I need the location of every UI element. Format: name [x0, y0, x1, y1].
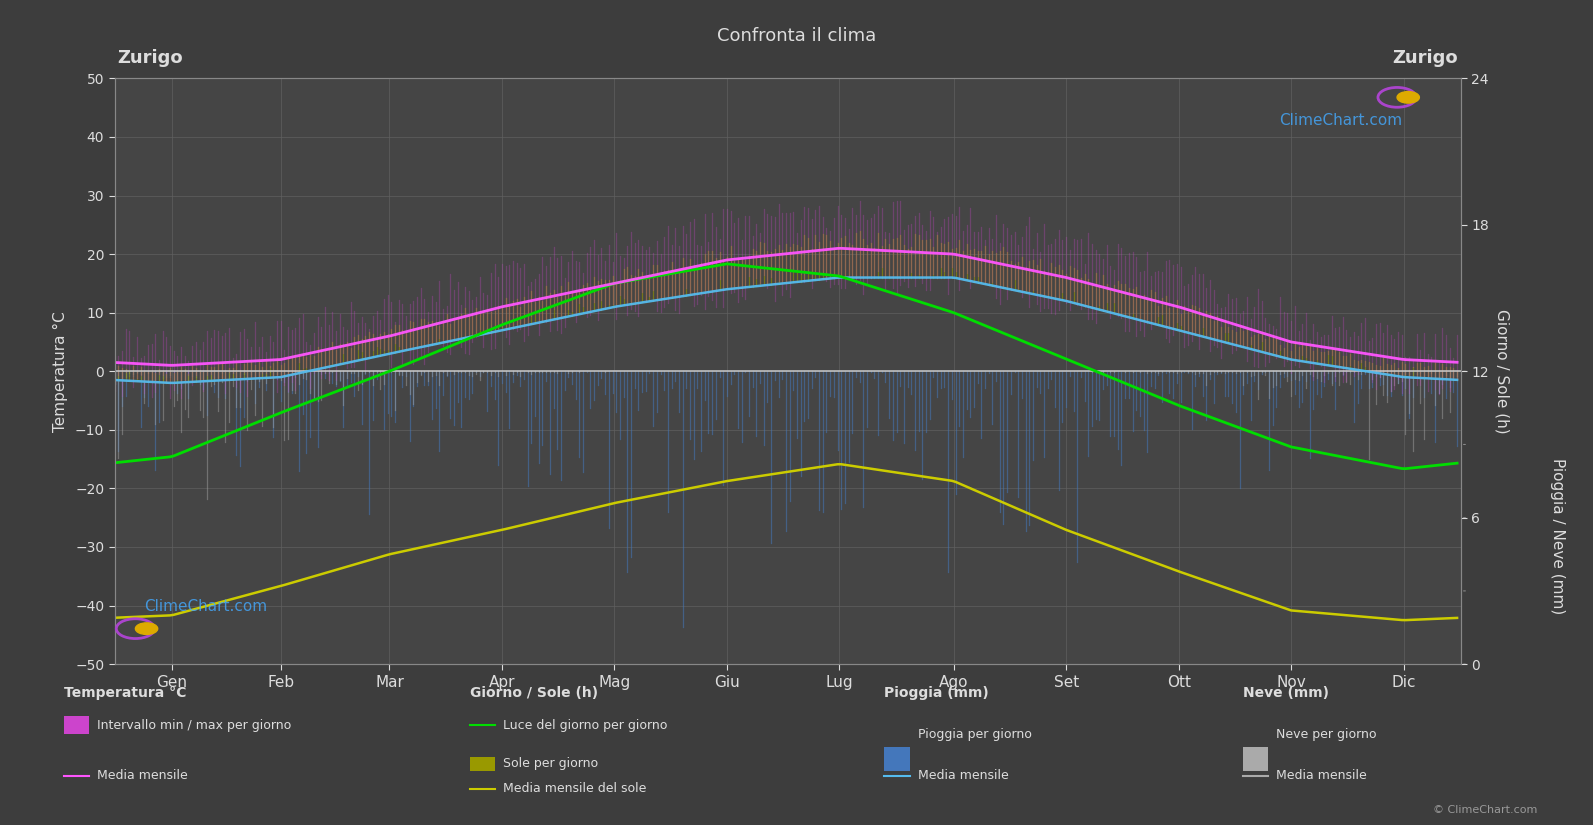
Text: © ClimeChart.com: © ClimeChart.com: [1432, 805, 1537, 815]
Text: Neve per giorno: Neve per giorno: [1276, 728, 1376, 741]
Text: Giorno / Sole (h): Giorno / Sole (h): [470, 686, 597, 700]
Text: Pioggia / Neve (mm): Pioggia / Neve (mm): [1550, 458, 1566, 615]
Text: Intervallo min / max per giorno: Intervallo min / max per giorno: [97, 719, 292, 732]
Text: Confronta il clima: Confronta il clima: [717, 27, 876, 45]
Text: ClimeChart.com: ClimeChart.com: [1279, 113, 1402, 128]
Text: Zurigo: Zurigo: [118, 49, 183, 67]
Text: Media mensile del sole: Media mensile del sole: [503, 782, 647, 795]
Text: Zurigo: Zurigo: [1392, 49, 1458, 67]
Text: Pioggia per giorno: Pioggia per giorno: [918, 728, 1031, 741]
Y-axis label: Temperatura °C: Temperatura °C: [53, 311, 68, 431]
Text: Sole per giorno: Sole per giorno: [503, 757, 599, 771]
Text: Media mensile: Media mensile: [1276, 769, 1367, 782]
Text: ClimeChart.com: ClimeChart.com: [145, 600, 268, 615]
Text: Media mensile: Media mensile: [918, 769, 1008, 782]
Text: Neve (mm): Neve (mm): [1243, 686, 1329, 700]
Text: Media mensile: Media mensile: [97, 769, 188, 782]
Y-axis label: Giorno / Sole (h): Giorno / Sole (h): [1494, 309, 1510, 434]
Text: Luce del giorno per giorno: Luce del giorno per giorno: [503, 719, 667, 732]
Text: Temperatura °C: Temperatura °C: [64, 686, 186, 700]
Text: Pioggia (mm): Pioggia (mm): [884, 686, 989, 700]
